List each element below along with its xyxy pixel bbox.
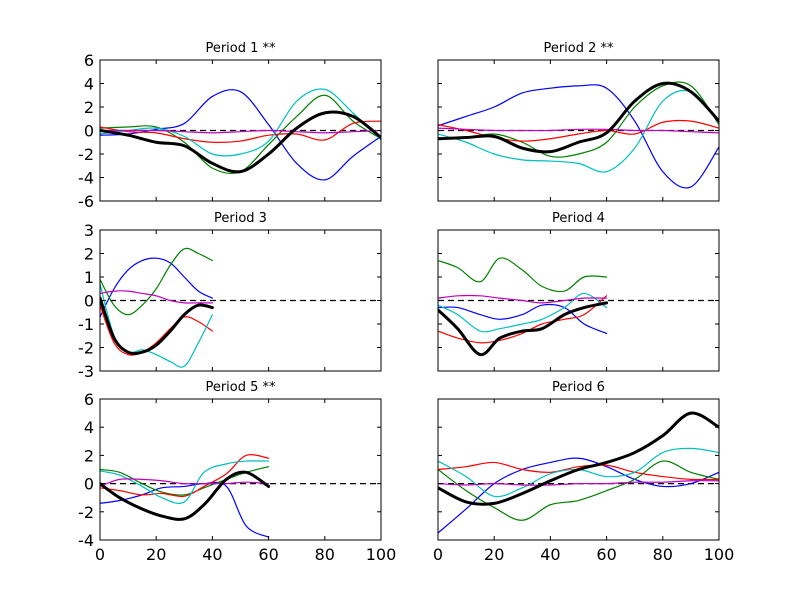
x-tick-label: 0 xyxy=(433,545,443,564)
x-tick-label: 40 xyxy=(202,545,222,564)
series-line xyxy=(438,294,608,304)
series-line xyxy=(100,88,381,157)
y-tick-label: -2 xyxy=(78,503,94,522)
mean-series-line xyxy=(438,301,609,357)
series-line xyxy=(438,292,608,333)
panel-title: Period 4 xyxy=(552,211,605,226)
axes-frame xyxy=(437,398,720,541)
plot-area xyxy=(438,411,719,534)
series-line xyxy=(100,120,381,143)
y-tick-label: 6 xyxy=(84,51,94,70)
series-line xyxy=(100,481,270,538)
x-tick-label: 100 xyxy=(366,545,397,564)
y-tick-label: 6 xyxy=(84,390,94,409)
x-tick-label: 0 xyxy=(95,545,105,564)
y-tick-label: 0 xyxy=(84,292,94,311)
series-line xyxy=(100,129,381,134)
x-tick-label: 60 xyxy=(596,545,616,564)
series-line xyxy=(438,457,719,534)
series-line xyxy=(438,447,719,498)
series-line xyxy=(100,454,270,498)
series-line xyxy=(438,257,608,293)
panel-1: Period 1 ** -6 -4 -2 0 2 4 6 xyxy=(78,41,382,211)
series-line xyxy=(438,127,719,134)
y-tick-label: 4 xyxy=(84,418,94,437)
panel-6: Period 6 0 20 40 60 80 100 xyxy=(433,380,734,564)
series-line xyxy=(438,461,719,481)
y-tick-label: 2 xyxy=(84,245,94,264)
plot-area xyxy=(438,257,719,357)
mean-series-line xyxy=(438,411,719,506)
x-tick-label: 20 xyxy=(484,545,504,564)
panel-title: Period 3 xyxy=(214,211,267,226)
plot-area xyxy=(100,88,381,181)
y-tick-label: -2 xyxy=(78,339,94,358)
mean-series-line xyxy=(438,81,719,154)
axes-frame xyxy=(99,398,382,541)
panel-2: Period 2 ** xyxy=(437,41,720,202)
y-tick-label: -6 xyxy=(78,192,94,211)
series-line xyxy=(438,81,719,158)
panel-4: Period 4 xyxy=(437,211,720,372)
y-tick-label: 0 xyxy=(84,475,94,494)
x-tick-label: 80 xyxy=(653,545,673,564)
x-tick-label: 100 xyxy=(704,545,735,564)
plot-area xyxy=(100,454,381,538)
x-tick-label: 60 xyxy=(258,545,278,564)
mean-series-line xyxy=(100,110,381,174)
plot-area xyxy=(100,247,381,368)
y-tick-label: 2 xyxy=(84,98,94,117)
mean-series-line xyxy=(100,470,271,521)
y-tick-label: 3 xyxy=(84,221,94,240)
panel-title: Period 5 ** xyxy=(205,380,276,395)
y-tick-label: -1 xyxy=(78,315,94,334)
series-line xyxy=(438,89,719,173)
series-line xyxy=(100,89,381,181)
series-line xyxy=(100,466,270,496)
series-line xyxy=(100,257,213,318)
series-line xyxy=(438,303,608,334)
mean-series-line xyxy=(100,296,214,356)
panel-title: Period 6 xyxy=(552,380,605,395)
y-tick-label: 2 xyxy=(84,446,94,465)
series-line xyxy=(100,460,270,505)
y-tick-label: 0 xyxy=(84,122,94,141)
y-tick-label: -4 xyxy=(78,169,94,188)
panel-3: Period 3 -3 -2 -1 0 1 2 3 xyxy=(78,211,382,381)
series-line xyxy=(100,283,213,368)
panel-title: Period 1 ** xyxy=(205,41,276,56)
series-line xyxy=(100,478,270,488)
y-tick-label: -4 xyxy=(78,531,94,550)
y-tick-label: 4 xyxy=(84,75,94,94)
series-line xyxy=(438,84,719,189)
series-line xyxy=(438,295,608,344)
series-line xyxy=(438,480,719,486)
x-tick-label: 80 xyxy=(315,545,335,564)
series-line xyxy=(100,304,213,356)
x-tick-label: 40 xyxy=(540,545,560,564)
x-tick-label: 20 xyxy=(146,545,166,564)
y-tick-label: 1 xyxy=(84,268,94,287)
series-line xyxy=(100,247,213,316)
plot-area xyxy=(438,81,719,189)
series-line xyxy=(100,94,381,175)
series-line xyxy=(100,290,213,304)
y-tick-label: -2 xyxy=(78,145,94,164)
y-tick-label: -3 xyxy=(78,362,94,381)
panel-title: Period 2 ** xyxy=(543,41,614,56)
